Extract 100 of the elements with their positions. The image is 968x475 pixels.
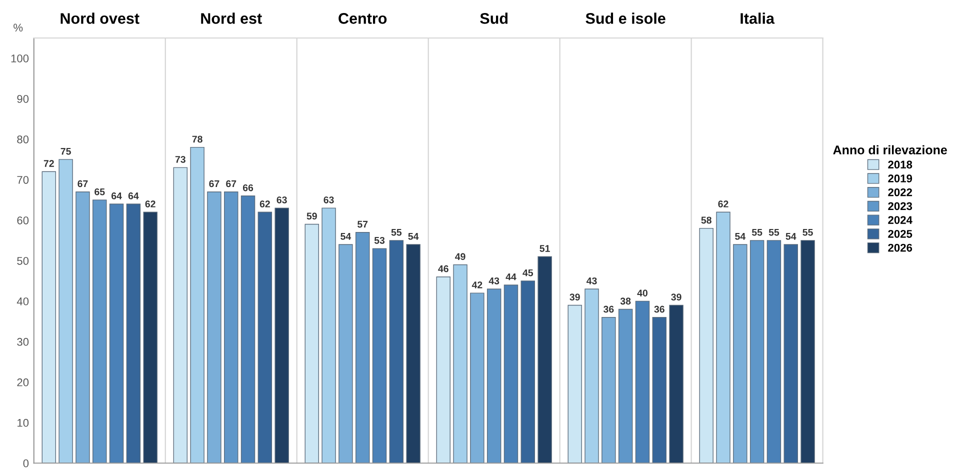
data-label: 67 (78, 180, 88, 188)
bar (520, 280, 536, 464)
bar (322, 208, 336, 464)
legend-label: 2022 (888, 188, 912, 196)
bar (652, 317, 666, 464)
x-tick-label: Sud (480, 12, 508, 24)
data-label: 57 (357, 220, 368, 228)
data-label: 45 (522, 269, 534, 276)
data-label: 40 (637, 290, 648, 296)
data-label: 55 (391, 228, 402, 236)
bar (240, 196, 256, 464)
bar (126, 204, 141, 464)
bar (224, 192, 238, 464)
bar (338, 244, 353, 464)
data-label: 43 (488, 277, 500, 284)
bar (784, 244, 798, 464)
bar (406, 244, 420, 464)
data-label: 59 (306, 212, 317, 220)
data-label: 58 (701, 216, 712, 224)
bar (173, 167, 188, 464)
y-tick-label: 20 (17, 378, 29, 386)
data-label: 54 (408, 233, 419, 240)
bar (58, 159, 73, 464)
legend-label: 2024 (888, 216, 912, 224)
data-label: 66 (242, 184, 254, 192)
y-tick-label: 0 (23, 459, 29, 468)
bar (568, 304, 582, 464)
data-label: 67 (226, 180, 236, 188)
bar (635, 300, 650, 464)
data-label: 62 (718, 200, 728, 208)
bar (207, 192, 222, 464)
legend-title: Anno di rilevazione (833, 145, 947, 154)
data-label: 64 (111, 192, 122, 200)
data-label: 46 (438, 265, 448, 272)
data-label: 44 (506, 273, 516, 280)
data-label: 38 (620, 298, 631, 305)
data-label: 75 (60, 148, 71, 155)
data-label: 49 (455, 253, 466, 260)
data-label: 36 (654, 306, 664, 313)
legend-label: 2019 (888, 174, 912, 182)
bar (372, 248, 387, 464)
x-tick-label: Nord est (201, 12, 262, 24)
data-label: 43 (586, 277, 597, 284)
bar (76, 192, 90, 464)
data-label: 64 (128, 192, 139, 200)
bar (190, 146, 204, 464)
bar (800, 240, 815, 464)
y-tick-label: 70 (17, 176, 29, 184)
data-label: 78 (192, 136, 202, 143)
bar (699, 228, 714, 464)
bar (258, 212, 272, 464)
data-label: 63 (276, 196, 287, 204)
y-tick-label: 90 (17, 95, 29, 103)
bar (538, 256, 552, 464)
y-tick-label: 100 (11, 54, 29, 62)
data-label: 62 (145, 200, 156, 208)
x-tick-label: Sud e isole (586, 12, 666, 24)
bar (602, 317, 616, 464)
data-label: 53 (374, 236, 385, 244)
bar (618, 308, 633, 464)
bar (584, 288, 599, 464)
data-label: 39 (671, 294, 682, 301)
bar (304, 224, 319, 464)
data-label: 55 (752, 228, 762, 236)
bar (716, 212, 730, 464)
data-label: 63 (324, 196, 334, 204)
bar (389, 240, 404, 464)
data-label: 72 (44, 160, 54, 167)
bar (436, 276, 450, 464)
data-label: 42 (472, 281, 482, 288)
y-tick-label: 60 (17, 216, 29, 224)
data-label: 73 (175, 156, 186, 163)
bar (453, 264, 468, 464)
y-tick-label: 50 (17, 256, 29, 265)
bar (109, 204, 124, 464)
legend-label: 2018 (888, 160, 912, 169)
data-label: 54 (735, 233, 746, 240)
x-tick-label: Italia (740, 12, 775, 24)
data-label: 55 (802, 228, 813, 236)
data-label: 51 (540, 245, 550, 252)
data-label: 55 (768, 228, 780, 236)
data-label: 39 (570, 294, 580, 301)
bar (355, 232, 370, 464)
y-tick-label: 30 (17, 338, 29, 346)
bar (92, 200, 107, 464)
data-label: 65 (94, 188, 105, 196)
bar (486, 288, 502, 464)
data-label: 54 (786, 233, 796, 240)
bar (733, 244, 748, 464)
bar (470, 292, 484, 464)
y-tick-label: 80 (17, 135, 29, 144)
y-tick-label: 40 (16, 297, 29, 306)
bar (504, 284, 518, 464)
y-tick-label: 10 (18, 418, 29, 427)
data-label: 62 (260, 200, 270, 208)
bar (766, 240, 782, 464)
y-axis-title: % (14, 24, 23, 32)
bar (274, 208, 289, 464)
data-label: 67 (209, 180, 220, 188)
x-tick-label: Nord ovest (60, 12, 140, 24)
